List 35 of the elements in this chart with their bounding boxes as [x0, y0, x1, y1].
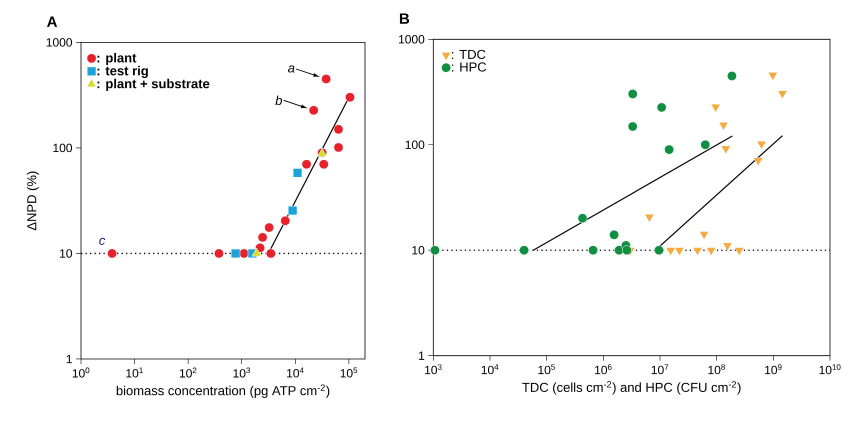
legend-label: : HPC: [452, 62, 486, 72]
x-tick-label: 10$^{0}$: [72, 368, 90, 378]
x-tick-label: 10$^{1}$: [126, 368, 143, 378]
x-tick-label: 10$^{3}$: [425, 364, 442, 374]
x-tick-label: 10$^{7}$: [652, 364, 668, 374]
y-axis-title: ΔNPD (%): [26, 172, 39, 230]
annotation: c: [99, 238, 106, 245]
y-tick-label: 10: [60, 249, 72, 258]
y-tick-label: 100: [53, 144, 72, 152]
x-tick-label: 10$^{9}$: [765, 364, 782, 374]
chart-title: B: [400, 13, 410, 24]
x-axis-title: biomass concentration (pg ATP cm$^{-2}$): [116, 384, 330, 398]
annotation: a: [288, 65, 294, 73]
legend-label: : plant + substrate: [98, 78, 210, 91]
legend-label: : plant: [98, 52, 136, 66]
legend-label: : test rig: [98, 66, 148, 78]
x-tick-label: 10$^{4}$: [287, 368, 304, 378]
x-tick-label: 10$^{5}$: [340, 368, 358, 378]
y-tick-label: 1: [66, 354, 72, 364]
y-tick-label: 100: [406, 140, 424, 149]
x-tick-label: 10$^{8}$: [708, 364, 725, 374]
x-tick-label: 10$^{5}$: [538, 364, 555, 374]
y-tick-label: 1: [419, 352, 424, 360]
x-tick-label: 10$^{6}$: [595, 364, 612, 374]
x-tick-label: 10$^{2}$: [180, 368, 196, 378]
chart-title: A: [47, 16, 58, 27]
x-axis-title: TDC (cells cm$^{-2}$) and HPC (CFU cm$^{-2}$): [522, 381, 741, 395]
legend-label: : TDC: [452, 50, 486, 60]
y-tick-label: 10: [412, 246, 424, 254]
y-tick-label: 1000: [399, 35, 424, 44]
x-tick-label: 10$^{10}$: [820, 364, 841, 374]
x-tick-label: 10$^{3}$: [233, 368, 250, 378]
x-tick-label: 10$^{4}$: [482, 364, 498, 374]
annotation: b: [275, 96, 282, 106]
y-tick-label: 1000: [46, 38, 72, 47]
